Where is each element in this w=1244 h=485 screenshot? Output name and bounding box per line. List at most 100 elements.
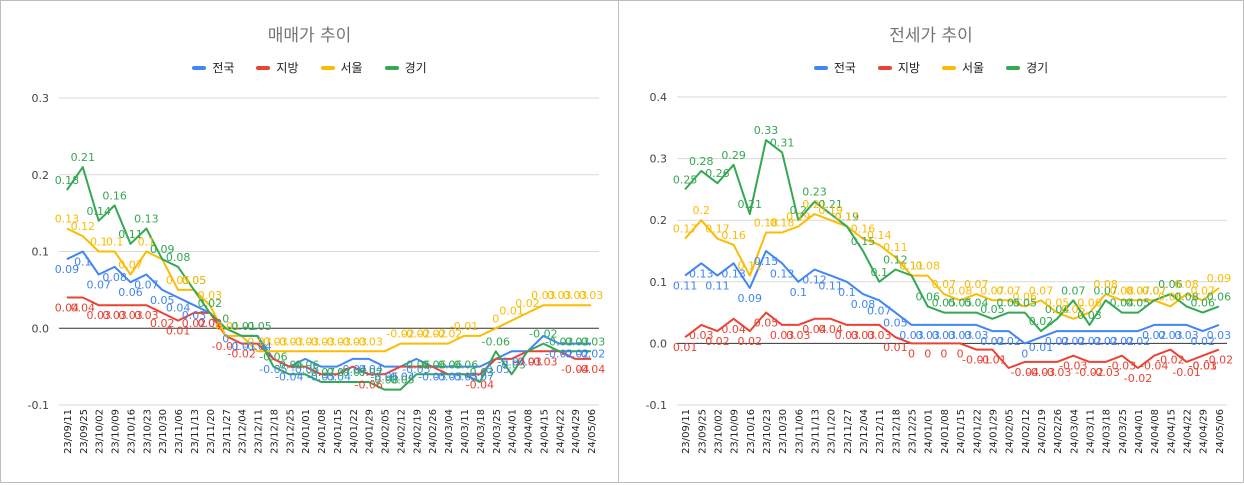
y-tick-label: 0.1: [32, 246, 50, 259]
legend-item: 서울: [320, 59, 363, 76]
x-tick-label: 23/11/13: [811, 409, 822, 454]
data-label: -0.02: [1156, 354, 1184, 367]
y-tick-label: 0.2: [32, 169, 50, 182]
data-label: 0.07: [867, 304, 892, 317]
x-tick-label: 24/03/04: [444, 409, 455, 454]
x-tick-label: 24/03/25: [492, 409, 503, 454]
data-label: 0.03: [932, 329, 957, 342]
x-tick-label: 24/01/29: [988, 409, 999, 454]
data-label: -0.03: [545, 335, 573, 348]
x-tick-label: 24/01/15: [333, 409, 344, 454]
x-tick-label: 23/11/27: [843, 409, 854, 454]
data-label: 0.14: [86, 205, 111, 218]
x-tick-label: 24/02/12: [396, 409, 407, 454]
data-label: 0.13: [55, 212, 80, 225]
data-label: 0: [1021, 347, 1028, 360]
series-line: [66, 227, 592, 353]
data-label: 0.2: [693, 204, 711, 217]
data-label: 0.11: [118, 228, 143, 241]
legend-item: 전국: [192, 59, 234, 76]
data-label: -0.07: [354, 366, 382, 379]
series-line: [66, 250, 592, 368]
x-tick-label: 24/03/11: [1086, 409, 1097, 454]
data-label: 0.06: [1158, 290, 1183, 303]
legend-swatch: [813, 65, 828, 70]
data-label: 0.1: [838, 286, 856, 299]
data-label: 0.04: [71, 302, 96, 315]
data-label: -0.03: [307, 335, 335, 348]
data-label: -0.04: [1140, 360, 1168, 373]
data-label: 0.04: [802, 323, 827, 336]
data-label: 0.01: [499, 305, 524, 318]
data-label: -0.03: [354, 335, 382, 348]
data-label: -0.02: [545, 348, 573, 361]
legend-swatch: [877, 65, 892, 70]
data-label: -0.08: [370, 374, 398, 387]
data-label: 0.07: [118, 259, 143, 272]
data-label: 0.18: [754, 217, 779, 230]
legend-label: 서울: [340, 61, 363, 75]
data-label: 0.01: [883, 341, 908, 354]
chart-plot-jeonse: 0.4 0.3 0.2 0.1 0.0 -0.1 23/09/11 23/09/25 23/10…: [646, 91, 1234, 454]
data-label: 0.08: [1093, 278, 1118, 291]
data-label: -0.04: [243, 340, 271, 353]
data-label: -0.03: [1091, 366, 1119, 379]
data-label: 0.07: [1190, 284, 1215, 297]
x-tick-label: 24/02/05: [1005, 409, 1016, 454]
data-label: 0.13: [134, 212, 159, 225]
data-label: -0.03: [497, 358, 525, 371]
x-tick-label: 23/10/09: [730, 409, 741, 454]
x-tick-label: 23/10/16: [126, 409, 137, 454]
data-label: 0.05: [996, 297, 1021, 310]
data-label: -0.04: [323, 371, 351, 384]
data-label: -0.05: [482, 363, 510, 376]
data-label: 0.21: [818, 198, 843, 211]
x-tick-label: 24/05/06: [587, 409, 598, 454]
chart-legend: 전국 지방 서울 경기: [1, 59, 618, 76]
x-tick-label: 24/01/08: [317, 409, 328, 454]
data-label: 0.07: [1126, 284, 1151, 297]
data-label: -0.03: [1043, 366, 1071, 379]
data-label: -0.05: [450, 371, 478, 384]
data-label: 0.02: [1045, 335, 1070, 348]
data-label: -0.06: [434, 358, 462, 371]
data-label: -0.01: [962, 354, 990, 367]
data-label: 0.11: [899, 260, 924, 273]
data-label: -0.01: [227, 320, 255, 333]
x-tick-label: 24/03/11: [460, 409, 471, 454]
x-tick-label: 24/04/22: [1183, 409, 1194, 454]
data-label: -0.03: [561, 335, 589, 348]
data-label: 0.12: [71, 220, 96, 233]
data-label: 0.13: [689, 267, 714, 280]
y-tick-label: 0.3: [32, 92, 50, 105]
x-tick-label: 24/01/01: [301, 409, 312, 454]
y-tick-label: 0.0: [32, 322, 50, 335]
data-label: 0.03: [689, 329, 714, 342]
data-label: -0.07: [339, 366, 367, 379]
data-label: 0.06: [1207, 290, 1232, 303]
x-tick-label: 23/11/20: [827, 409, 838, 454]
x-tick-label: 24/02/19: [1037, 409, 1048, 454]
x-tick-label: 24/01/22: [349, 409, 360, 454]
chart-title: 매매가 추이: [267, 26, 352, 46]
data-label: 0.06: [1190, 297, 1215, 310]
data-label: -0.03: [529, 355, 557, 368]
y-tick-label: 0.4: [650, 91, 668, 104]
x-tick-label: 24/04/01: [508, 409, 519, 454]
data-label: 0.07: [964, 278, 989, 291]
x-tick-label: 23/12/11: [875, 409, 886, 454]
data-label: 0.06: [118, 286, 143, 299]
data-label: 0.15: [851, 235, 876, 248]
data-label: 0.28: [689, 155, 714, 168]
y-tick-label: -0.1: [28, 399, 49, 412]
data-label: -0.05: [402, 363, 430, 376]
data-label: -0.06: [275, 358, 303, 371]
data-label: 0.03: [1174, 329, 1199, 342]
data-label: 0.02: [150, 317, 175, 330]
data-label: 0.07: [1142, 284, 1167, 297]
legend-label: 전국: [833, 61, 856, 75]
data-label: 0.03: [1207, 329, 1232, 342]
x-tick-label: 24/02/26: [1053, 409, 1064, 454]
legend-label: 전국: [212, 61, 235, 75]
data-label: 0.19: [835, 210, 860, 223]
